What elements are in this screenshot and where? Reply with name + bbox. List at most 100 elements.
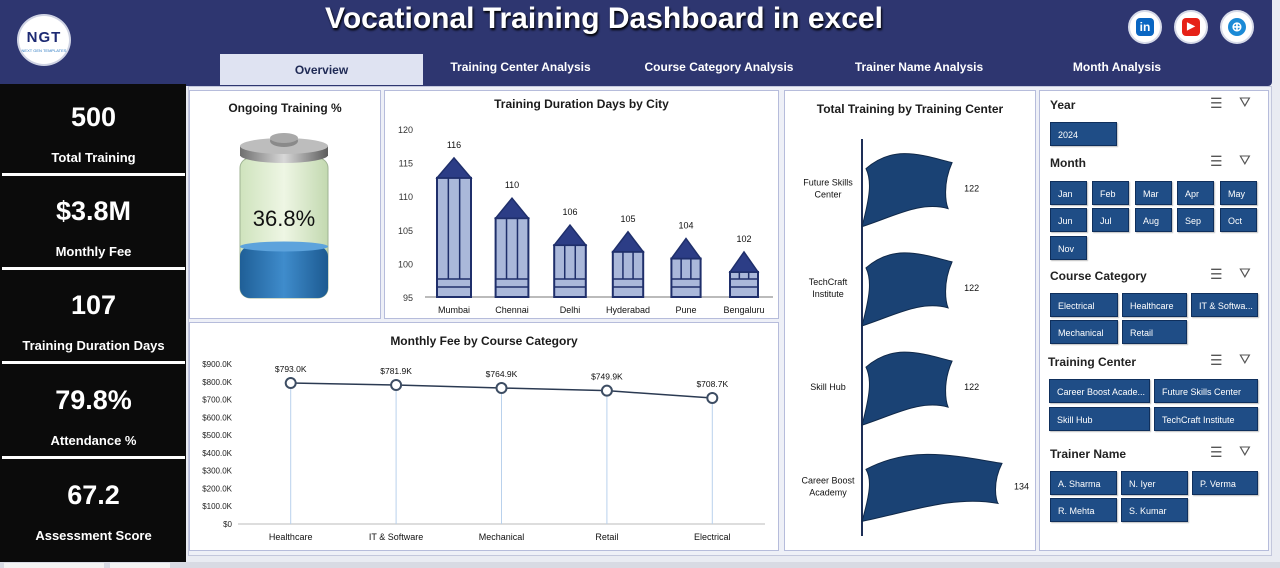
clear-filter-icon[interactable]: ⛛	[1239, 152, 1251, 168]
city-bar	[611, 230, 645, 299]
y-tick-label: $500.0K	[202, 431, 232, 440]
slicer-item-month[interactable]: Sep	[1177, 208, 1214, 232]
slicer-item-month[interactable]: Jan	[1050, 181, 1087, 205]
slicer-item-course[interactable]: IT & Softwa...	[1191, 293, 1258, 317]
slicer-item-month[interactable]: Nov	[1050, 236, 1087, 260]
duration-by-city-chart: 120 115 110 105 100 95 116 Mumbai 110 Chennai 106 D…	[398, 125, 773, 315]
linkedin-button[interactable]: in	[1128, 10, 1162, 44]
y-tick-label: $100.0K	[202, 502, 232, 511]
slicer-item-month[interactable]: Oct	[1220, 208, 1257, 232]
center-bar	[861, 252, 953, 327]
data-label: 110	[505, 180, 519, 190]
fee-by-category-chart: $900.0K $800.0K $700.0K $600.0K $500.0K $400.…	[202, 360, 765, 542]
y-tick-label: 115	[399, 159, 413, 169]
x-tick-label: IT & Software	[369, 532, 423, 542]
slicer-title-month: Month	[1050, 156, 1086, 170]
slicer-item-center[interactable]: Future Skills Center	[1154, 379, 1258, 403]
slicer-item-month[interactable]: May	[1220, 181, 1257, 205]
ngt-logo: NGT NEXT GEN TEMPLATES	[17, 14, 71, 66]
data-label: 122	[964, 184, 979, 194]
tab-overview[interactable]: Overview	[220, 54, 423, 85]
globe-button[interactable]: ⊕	[1220, 10, 1254, 44]
clear-filter-icon[interactable]: ⛛	[1239, 443, 1251, 459]
slicer-item-trainer[interactable]: R. Mehta	[1050, 498, 1117, 522]
y-tick-label: Career Boost Academy	[801, 475, 855, 497]
kpi-label: Attendance %	[50, 433, 137, 448]
slicer-item-trainer[interactable]: S. Kumar	[1121, 498, 1188, 522]
kpi-value: 107	[70, 290, 117, 320]
data-label: 102	[736, 234, 751, 244]
chart-title: Monthly Fee by Course Category	[390, 334, 578, 348]
data-label: 134	[1014, 481, 1029, 491]
pencil-tip	[611, 230, 645, 253]
slicer-item-month[interactable]: Jun	[1050, 208, 1087, 232]
linkedin-icon: in	[1136, 18, 1154, 36]
slicer-item-month[interactable]: Mar	[1135, 181, 1172, 205]
tab-month-analysis[interactable]: Month Analysis	[1072, 60, 1162, 74]
sheet-tab-strip	[0, 562, 1280, 568]
slicer-item-center[interactable]: TechCraft Institute	[1154, 407, 1258, 431]
slicer-item-course[interactable]: Retail	[1122, 320, 1187, 344]
slicer-item-month[interactable]: Apr	[1177, 181, 1214, 205]
y-tick-label-line: TechCraft	[809, 277, 848, 287]
y-tick-label: 100	[398, 259, 413, 269]
sheet-tab[interactable]	[110, 563, 170, 568]
city-bar	[435, 156, 473, 298]
y-tick-label-line: Institute	[812, 289, 844, 299]
slicer-item-year[interactable]: 2024	[1050, 122, 1117, 146]
slicer-item-trainer[interactable]: P. Verma	[1192, 471, 1258, 495]
slicer-item-center[interactable]: Skill Hub	[1049, 407, 1150, 431]
y-tick-label: 110	[399, 192, 413, 202]
y-tick-label: 95	[403, 293, 413, 303]
kpi-monthly-fee: $3.8M Monthly Fee	[2, 178, 185, 270]
slicer-item-month[interactable]: Aug	[1135, 208, 1172, 232]
youtube-icon: ▶	[1182, 18, 1200, 36]
y-tick-label: $200.0K	[202, 484, 232, 493]
slicer-item-course[interactable]: Healthcare	[1122, 293, 1187, 317]
slicer-title-course-category: Course Category	[1050, 269, 1147, 283]
slicer-item-course[interactable]: Electrical	[1050, 293, 1118, 317]
multi-select-icon[interactable]: ☰	[1210, 266, 1223, 282]
data-point	[706, 392, 719, 405]
battery-terminal-top	[270, 133, 298, 143]
kpi-assessment-score: 67.2 Assessment Score	[2, 462, 185, 554]
clear-filter-icon[interactable]: ⛛	[1239, 351, 1251, 367]
slicer-item-trainer[interactable]: N. Iyer	[1121, 471, 1188, 495]
sheet-tab[interactable]	[4, 563, 104, 568]
data-label: 122	[964, 283, 979, 293]
kpi-label: Monthly Fee	[55, 244, 132, 259]
nav-tabs: Overview Training Center Analysis Course…	[220, 54, 1270, 86]
globe-icon: ⊕	[1228, 18, 1246, 36]
y-tick-label-line: Career Boost	[801, 475, 855, 485]
data-label: $749.9K	[591, 372, 623, 382]
kpi-label: Training Duration Days	[22, 338, 165, 353]
kpi-label: Assessment Score	[35, 528, 152, 543]
slicer-item-month[interactable]: Jul	[1092, 208, 1129, 232]
slicer-item-center[interactable]: Career Boost Acade...	[1049, 379, 1150, 403]
tab-course-category-analysis[interactable]: Course Category Analysis	[644, 60, 794, 74]
youtube-button[interactable]: ▶	[1174, 10, 1208, 44]
slicer-item-course[interactable]: Mechanical	[1050, 320, 1118, 344]
multi-select-icon[interactable]: ☰	[1210, 153, 1223, 169]
tab-training-center-analysis[interactable]: Training Center Analysis	[450, 60, 591, 74]
data-label: $764.9K	[486, 369, 518, 379]
slicer-item-trainer[interactable]: A. Sharma	[1050, 471, 1117, 495]
kpi-value: 500	[70, 102, 117, 132]
data-label: 104	[678, 221, 693, 231]
y-tick-label: 105	[398, 226, 413, 236]
duration-by-city-panel: Training Duration Days by City 120 115 110…	[384, 90, 779, 319]
data-label: $793.0K	[275, 364, 307, 374]
y-tick-label: $600.0K	[202, 413, 232, 422]
multi-select-icon[interactable]: ☰	[1210, 95, 1223, 111]
clear-filter-icon[interactable]: ⛛	[1239, 94, 1251, 110]
logo-text: NGT	[26, 29, 62, 46]
slicer-item-month[interactable]: Feb	[1092, 181, 1129, 205]
y-tick-label: $700.0K	[202, 396, 232, 405]
kpi-attendance: 79.8% Attendance %	[2, 367, 185, 459]
multi-select-icon[interactable]: ☰	[1210, 444, 1223, 460]
tab-trainer-name-analysis[interactable]: Trainer Name Analysis	[854, 60, 984, 74]
multi-select-icon[interactable]: ☰	[1210, 352, 1223, 368]
clear-filter-icon[interactable]: ⛛	[1239, 265, 1251, 281]
y-tick-label: $900.0K	[202, 360, 232, 369]
